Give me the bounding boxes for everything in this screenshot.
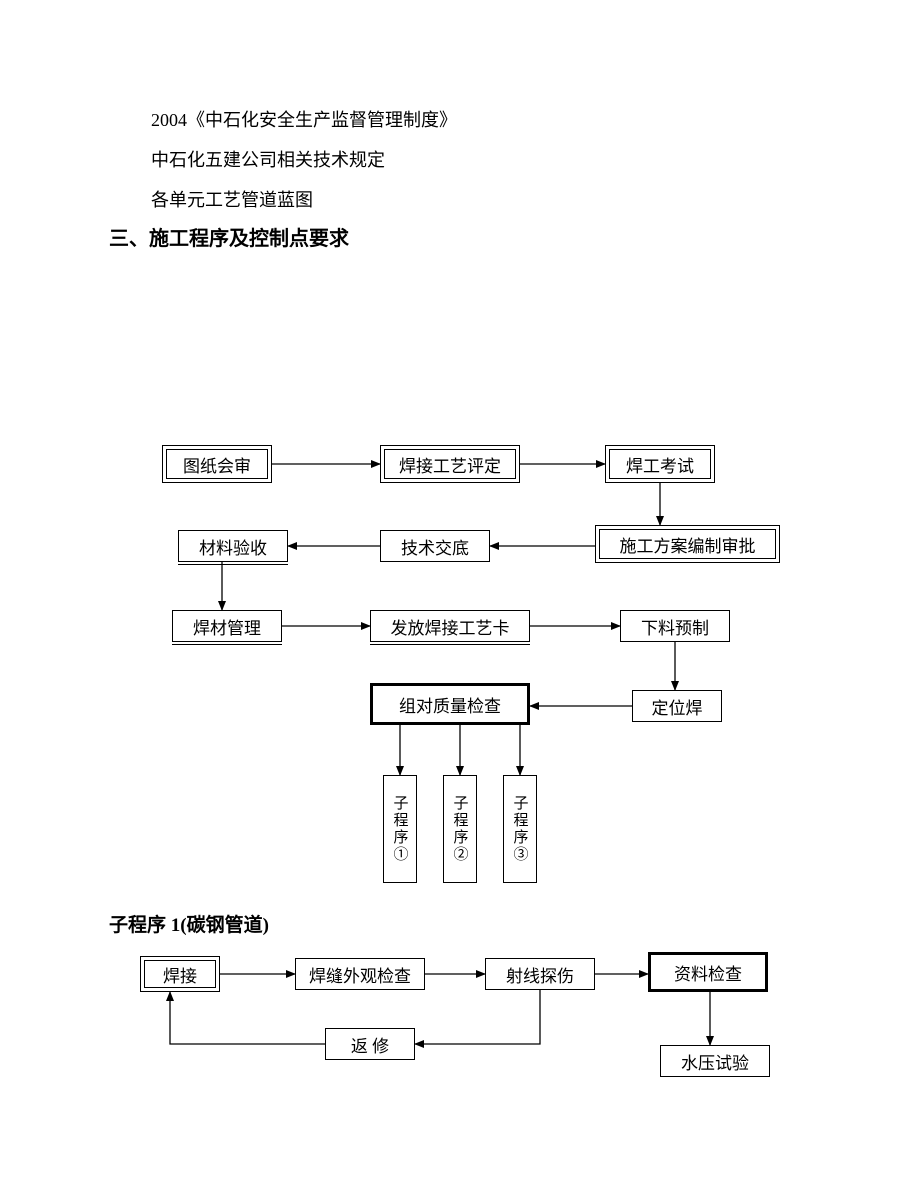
sub-heading: 子程序 1(碳钢管道) — [109, 910, 269, 937]
flow-node-n9: 下料预制 — [620, 610, 730, 642]
arrows-layer — [0, 0, 920, 1191]
flow-node-b5: 返 修 — [325, 1028, 415, 1060]
text-line-3: 各单元工艺管道蓝图 — [151, 186, 313, 212]
flow-node-b6: 水压试验 — [660, 1045, 770, 1077]
flow-node-s3: 子程序③ — [503, 775, 537, 883]
flow-node-b2: 焊缝外观检查 — [295, 958, 425, 990]
flow-node-s1: 子程序① — [383, 775, 417, 883]
flow-node-n10: 定位焊 — [632, 690, 722, 722]
flow-node-n8: 发放焊接工艺卡 — [370, 610, 530, 642]
flow-node-n1: 图纸会审 — [162, 445, 272, 483]
text-line-1: 2004《中石化安全生产监督管理制度》 — [151, 106, 457, 132]
flow-node-label: 子程序③ — [510, 795, 531, 863]
flow-node-n2: 焊接工艺评定 — [380, 445, 520, 483]
section-heading: 三、施工程序及控制点要求 — [109, 222, 349, 251]
flow-node-b3: 射线探伤 — [485, 958, 595, 990]
flow-node-b4: 资料检查 — [648, 952, 768, 992]
flow-node-n3: 焊工考试 — [605, 445, 715, 483]
flow-edge-b3-b5 — [415, 990, 540, 1044]
flow-node-n6: 材料验收 — [178, 530, 288, 562]
flow-node-b1: 焊接 — [140, 956, 220, 992]
flow-node-n11: 组对质量检查 — [370, 683, 530, 725]
flow-node-s2: 子程序② — [443, 775, 477, 883]
flow-node-n4: 施工方案编制审批 — [595, 525, 780, 563]
flow-edge-b5-b1 — [170, 992, 325, 1044]
flow-node-label: 子程序① — [390, 795, 411, 863]
page: 2004《中石化安全生产监督管理制度》 中石化五建公司相关技术规定 各单元工艺管… — [0, 0, 920, 1191]
flow-node-label: 子程序② — [450, 795, 471, 863]
flow-node-n5: 技术交底 — [380, 530, 490, 562]
flow-node-n7: 焊材管理 — [172, 610, 282, 642]
text-line-2: 中石化五建公司相关技术规定 — [151, 146, 385, 172]
